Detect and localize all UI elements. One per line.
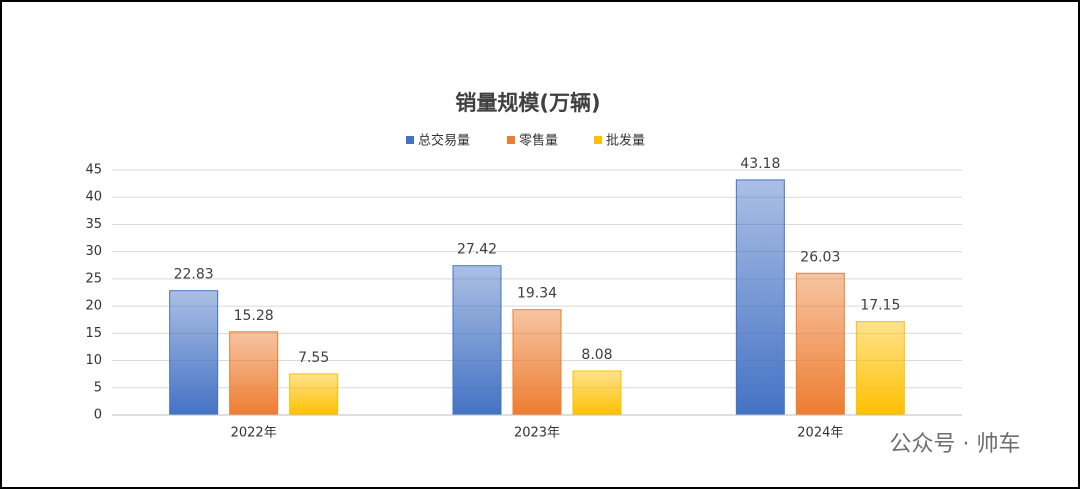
bar xyxy=(229,331,279,416)
y-tick-label: 10 xyxy=(85,353,102,368)
bar xyxy=(452,265,502,416)
data-label: 7.55 xyxy=(298,350,329,366)
data-label: 27.42 xyxy=(457,242,497,258)
y-tick-label: 15 xyxy=(85,326,102,341)
legend-swatch xyxy=(594,136,602,144)
y-tick-label: 45 xyxy=(85,163,102,178)
bar xyxy=(572,370,622,416)
data-label: 43.18 xyxy=(740,156,780,172)
y-tick-label: 35 xyxy=(85,217,102,232)
y-tick-label: 40 xyxy=(85,190,102,205)
data-label: 19.34 xyxy=(517,286,557,302)
legend-swatch xyxy=(507,136,515,144)
y-tick-label: 25 xyxy=(85,271,102,286)
y-tick-label: 20 xyxy=(85,299,102,314)
legend-label: 批发量 xyxy=(606,133,645,149)
bar xyxy=(289,373,339,416)
legend-label: 总交易量 xyxy=(418,133,470,149)
data-label: 26.03 xyxy=(800,249,840,265)
legend-swatch xyxy=(406,136,414,144)
data-label: 17.15 xyxy=(860,298,900,314)
data-label: 22.83 xyxy=(174,267,214,283)
bar xyxy=(512,309,562,416)
data-label: 8.08 xyxy=(581,347,612,363)
bar xyxy=(855,321,905,416)
x-tick-label: 2022年 xyxy=(231,426,277,441)
x-tick-label: 2024年 xyxy=(797,426,843,441)
bar xyxy=(795,272,845,416)
chart-title: 销量规模(万辆) xyxy=(455,91,600,115)
x-tick-label: 2023年 xyxy=(514,426,560,441)
y-tick-label: 0 xyxy=(94,408,102,423)
data-label: 15.28 xyxy=(234,308,274,324)
y-tick-label: 30 xyxy=(85,244,102,259)
watermark: 公众号 · 帅车 xyxy=(890,432,1021,457)
bar xyxy=(735,179,785,416)
legend-label: 零售量 xyxy=(519,133,558,149)
bar xyxy=(169,290,219,416)
y-tick-label: 5 xyxy=(94,380,102,395)
